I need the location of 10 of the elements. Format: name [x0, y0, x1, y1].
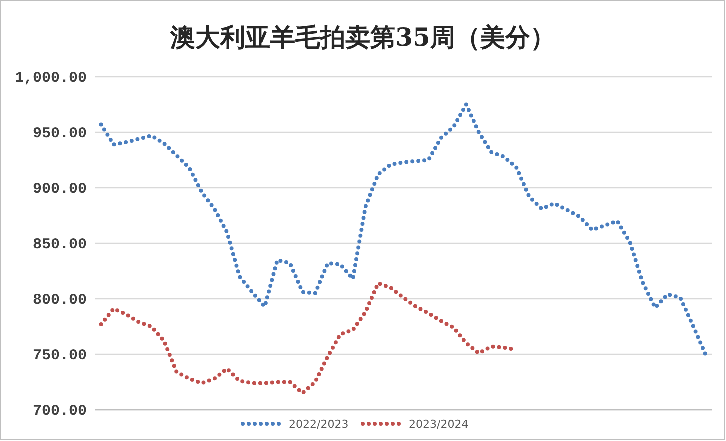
ytick-label: 850.00	[32, 236, 87, 254]
legend-label: 2022/2023	[289, 418, 349, 431]
ytick-label: 950.00	[32, 126, 87, 142]
title: 澳大利亚羊毛拍卖第35周（美分）	[170, 23, 556, 52]
ytick-label: 1,000.00	[14, 70, 87, 87]
ytick-label: 800.00	[32, 292, 87, 309]
ytick-label: 900.00	[32, 181, 87, 198]
ytick-label: 700.00	[32, 403, 87, 420]
legend-label: 2023/2024	[409, 418, 469, 431]
ytick-label: 750.00	[32, 348, 87, 364]
